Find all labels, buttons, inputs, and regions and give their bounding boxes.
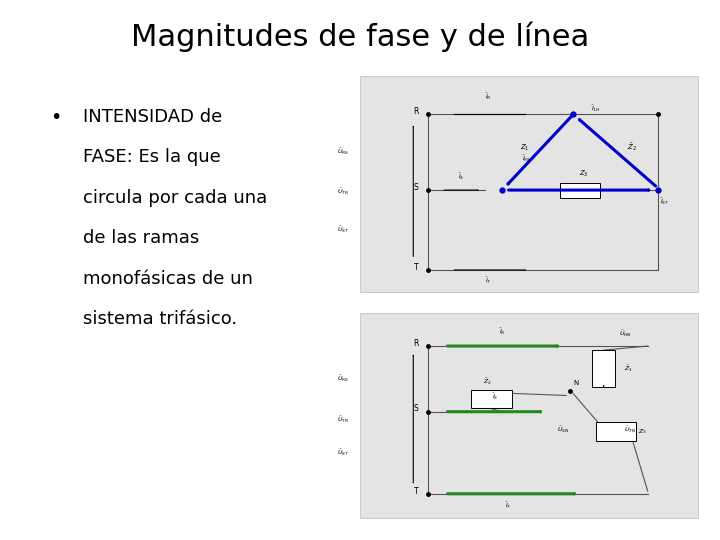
Text: $\bar{I}_R$: $\bar{I}_R$ bbox=[485, 92, 492, 102]
Bar bbox=[592, 350, 616, 387]
Text: $\bar{I}_{1H}$: $\bar{I}_{1H}$ bbox=[591, 104, 601, 114]
Text: $Z_3$: $Z_3$ bbox=[638, 427, 647, 436]
Text: $\bar{U}_{ST}$: $\bar{U}_{ST}$ bbox=[337, 225, 349, 235]
Bar bbox=[471, 389, 512, 408]
FancyBboxPatch shape bbox=[360, 76, 698, 292]
Text: S: S bbox=[413, 404, 418, 414]
Text: $\bar{I}_T$: $\bar{I}_T$ bbox=[505, 501, 513, 511]
Text: $\bar{U}_{ST}$: $\bar{U}_{ST}$ bbox=[337, 448, 349, 458]
Text: monofásicas de un: monofásicas de un bbox=[83, 270, 253, 288]
Text: Magnitudes de fase y de línea: Magnitudes de fase y de línea bbox=[131, 22, 589, 52]
Text: R: R bbox=[413, 339, 418, 348]
Text: •: • bbox=[50, 108, 62, 127]
Text: INTENSIDAD de: INTENSIDAD de bbox=[83, 108, 222, 126]
FancyBboxPatch shape bbox=[360, 313, 698, 518]
Text: sistema trifásico.: sistema trifásico. bbox=[83, 310, 237, 328]
Text: FASE: Es la que: FASE: Es la que bbox=[83, 148, 220, 166]
Bar bbox=[595, 422, 636, 441]
Text: $\bar{U}_{RS}$: $\bar{U}_{RS}$ bbox=[337, 147, 349, 157]
Text: N: N bbox=[573, 380, 578, 386]
Bar bbox=[559, 183, 600, 198]
Text: $\bar{Z}_2$: $\bar{Z}_2$ bbox=[626, 141, 636, 153]
Text: $\bar{U}_{TR}$: $\bar{U}_{TR}$ bbox=[337, 187, 349, 197]
Text: T: T bbox=[414, 263, 418, 272]
Text: $\bar{I}_S$: $\bar{I}_S$ bbox=[492, 392, 499, 402]
Text: $\bar{U}_{HN}$: $\bar{U}_{HN}$ bbox=[619, 329, 633, 339]
Text: $\bar{I}_{RS}$: $\bar{I}_{RS}$ bbox=[522, 154, 531, 164]
Text: $\bar{I}_R$: $\bar{I}_R$ bbox=[499, 327, 505, 337]
Text: $\bar{Z}_2$: $\bar{Z}_2$ bbox=[483, 377, 492, 387]
Text: $\bar{Z}_1$: $\bar{Z}_1$ bbox=[624, 363, 633, 374]
Text: $\bar{I}_{ST}$: $\bar{I}_{ST}$ bbox=[660, 197, 670, 207]
Text: $\bar{I}_T$: $\bar{I}_T$ bbox=[485, 276, 492, 286]
Text: $\bar{U}_{TR}$: $\bar{U}_{TR}$ bbox=[337, 415, 349, 425]
Text: $\bar{U}_{RS}$: $\bar{U}_{RS}$ bbox=[337, 374, 349, 384]
Text: S: S bbox=[413, 183, 418, 192]
Text: $\bar{U}_{TN}$: $\bar{U}_{TN}$ bbox=[624, 425, 637, 435]
Text: $\bar{I}_S$: $\bar{I}_S$ bbox=[458, 172, 465, 182]
Text: $Z_3$: $Z_3$ bbox=[579, 169, 588, 179]
Text: T: T bbox=[414, 487, 418, 496]
Text: $Z_1$: $Z_1$ bbox=[520, 143, 529, 153]
Text: circula por cada una: circula por cada una bbox=[83, 189, 267, 207]
Text: $\bar{U}_{SN}$: $\bar{U}_{SN}$ bbox=[557, 425, 570, 435]
Text: R: R bbox=[413, 107, 418, 116]
Text: de las ramas: de las ramas bbox=[83, 230, 199, 247]
